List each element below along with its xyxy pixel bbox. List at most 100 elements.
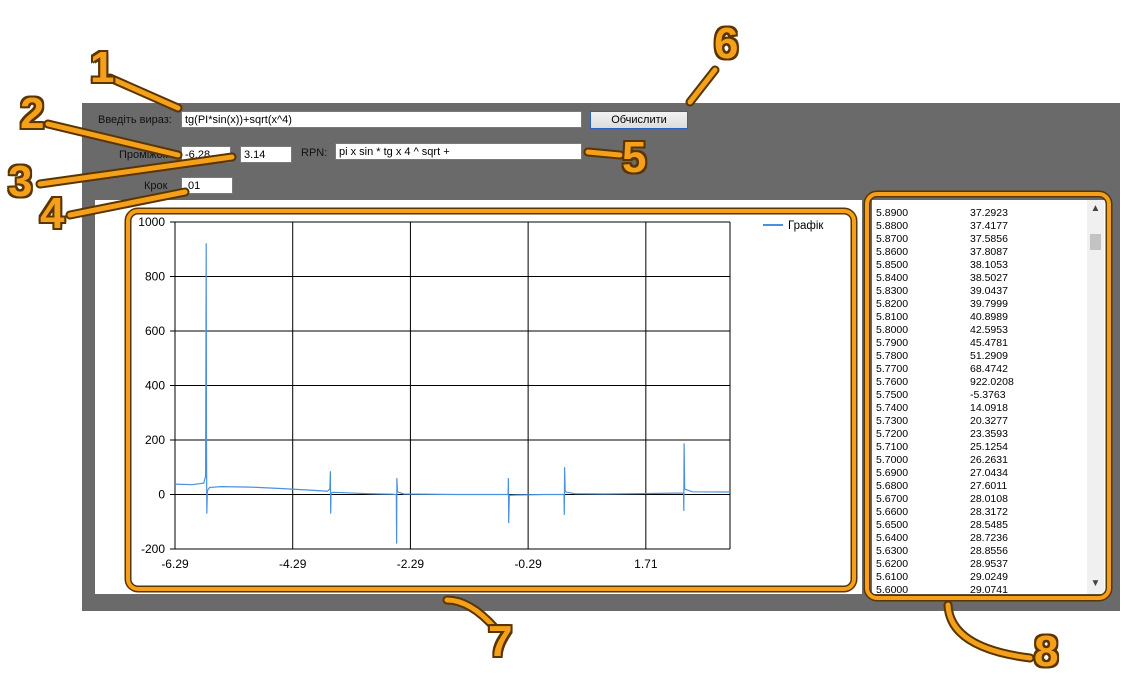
list-item-y: 37.5856 [970, 233, 1008, 245]
results-list[interactable]: 5.8900 37.2923 5.8800 37.4177 5.8700 37.5856 5… [872, 200, 1108, 594]
list-item-x: 5.6100 [876, 571, 909, 583]
list-item-y: 37.4177 [970, 220, 1008, 232]
list-item-y: 28.9537 [970, 558, 1008, 570]
list-item-y: 29.0249 [970, 571, 1008, 583]
list-item-y: 26.2631 [970, 454, 1008, 466]
callout-number-3: 3 [8, 157, 33, 206]
interval-label: Проміжок [119, 149, 168, 161]
legend-label: Графік [788, 220, 824, 232]
interval-from-input[interactable]: -6.28 [181, 146, 231, 163]
callout-arrow-8 [943, 600, 1035, 663]
list-item-y: 51.2909 [970, 350, 1008, 362]
list-item-y: 14.0918 [970, 402, 1008, 414]
list-item-x: 5.8000 [876, 324, 909, 336]
list-item-x: 5.7700 [876, 363, 909, 375]
list-item-x: 5.7800 [876, 350, 909, 362]
step-label: Крок [144, 180, 168, 192]
list-item-y: 38.5027 [970, 272, 1008, 284]
list-item-x: 5.8100 [876, 311, 909, 323]
y-tick-label: 1000 [138, 215, 165, 229]
list-item-y: 27.6011 [970, 480, 1008, 492]
list-item-y: 45.4781 [970, 337, 1008, 349]
list-item-x: 5.7400 [876, 402, 909, 414]
list-item-x: 5.7600 [876, 376, 909, 388]
list-item-y: 23.3593 [970, 428, 1008, 440]
rpn-label: RPN: [301, 147, 328, 159]
compute-button[interactable]: Обчислити [590, 111, 688, 129]
list-item-y: 68.4742 [970, 363, 1008, 375]
list-item-y: 25.1254 [970, 441, 1008, 453]
list-item-y: 38.1053 [970, 259, 1008, 271]
list-item-y: 39.0437 [970, 285, 1008, 297]
list-item-x: 5.8700 [876, 233, 909, 245]
results-scrollbar[interactable]: ▲ ▼ [1087, 200, 1104, 594]
list-item-x: 5.6900 [876, 467, 909, 479]
list-item-x: 5.7000 [876, 454, 909, 466]
list-item-y: 28.5485 [970, 519, 1008, 531]
callout-number-8: 8 [1034, 627, 1059, 676]
rpn-output[interactable]: pi x sin * tg x 4 ^ sqrt + [335, 143, 582, 160]
list-item-x: 5.7500 [876, 389, 909, 401]
list-item-x: 5.7100 [876, 441, 909, 453]
callout-number-5: 5 [622, 133, 647, 182]
list-item-y: 28.8556 [970, 545, 1008, 557]
chevron-up-icon[interactable]: ▲ [1090, 203, 1101, 214]
list-item-x: 5.6700 [876, 493, 909, 505]
callout-number-7: 7 [488, 617, 513, 666]
callout-number-2: 2 [20, 89, 45, 138]
callout-number-6: 6 [714, 19, 739, 68]
chevron-down-icon[interactable]: ▼ [1090, 578, 1101, 589]
list-item-y: 922.0208 [970, 376, 1014, 388]
list-item-x: 5.8900 [876, 207, 909, 219]
x-tick-label: -4.29 [279, 557, 307, 571]
list-item-x: 5.8200 [876, 298, 909, 310]
list-item-y: 37.8087 [970, 246, 1008, 258]
y-tick-label: -200 [141, 542, 165, 556]
list-item-x: 5.6000 [876, 584, 909, 594]
scrollbar-thumb[interactable] [1090, 234, 1101, 250]
list-item-y: 28.7236 [970, 532, 1008, 544]
list-item-x: 5.8600 [876, 246, 909, 258]
x-tick-label: -2.29 [397, 557, 425, 571]
list-item-y: 37.2923 [970, 207, 1008, 219]
list-item-x: 5.6300 [876, 545, 909, 557]
y-tick-label: 800 [145, 270, 165, 284]
list-item-x: 5.6600 [876, 506, 909, 518]
callout-number-4: 4 [40, 189, 65, 238]
x-tick-label: -6.29 [161, 557, 189, 571]
y-tick-label: 0 [158, 488, 165, 502]
series-line [174, 243, 731, 544]
list-item-y: 27.0434 [970, 467, 1008, 479]
list-item-x: 5.8300 [876, 285, 909, 297]
interval-to-input[interactable]: 3.14 [240, 146, 292, 163]
list-item-y: 20.3277 [970, 415, 1008, 427]
y-tick-label: 600 [145, 324, 165, 338]
list-item-y: 28.3172 [970, 506, 1008, 518]
x-tick-label: -0.29 [514, 557, 542, 571]
function-chart: -6.29 -4.29 -2.29 -0.29 1.71 -200 0 200 400 600 80… [138, 215, 824, 571]
list-item-x: 5.6800 [876, 480, 909, 492]
list-item-x: 5.7900 [876, 337, 909, 349]
expression-label: Введіть вираз: [98, 114, 172, 126]
expression-input[interactable]: tg(PI*sin(x))+sqrt(x^4) [181, 111, 582, 128]
step-input[interactable]: .01 [181, 177, 233, 194]
list-item-y: 29.0741 [970, 584, 1008, 594]
list-item-x: 5.7200 [876, 428, 909, 440]
chart-panel: -6.29 -4.29 -2.29 -0.29 1.71 -200 0 200 400 600 80… [95, 200, 862, 594]
list-item-y: 42.5953 [970, 324, 1008, 336]
app-window: Введіть вираз: tg(PI*sin(x))+sqrt(x^4) О… [82, 103, 1120, 611]
list-item-y: 28.0108 [970, 493, 1008, 505]
list-item-x: 5.8400 [876, 272, 909, 284]
list-item-x: 5.6500 [876, 519, 909, 531]
y-tick-label: 200 [145, 433, 165, 447]
list-item-x: 5.8500 [876, 259, 909, 271]
callout-number-1: 1 [90, 43, 115, 92]
list-item-x: 5.6200 [876, 558, 909, 570]
x-tick-label: 1.71 [634, 557, 658, 571]
list-item-y: -5.3763 [970, 389, 1006, 401]
callout-arrow-6 [685, 65, 720, 107]
list-item-y: 40.8989 [970, 311, 1008, 323]
y-tick-label: 400 [145, 379, 165, 393]
list-item-y: 39.7999 [970, 298, 1008, 310]
list-item-x: 5.6400 [876, 532, 909, 544]
